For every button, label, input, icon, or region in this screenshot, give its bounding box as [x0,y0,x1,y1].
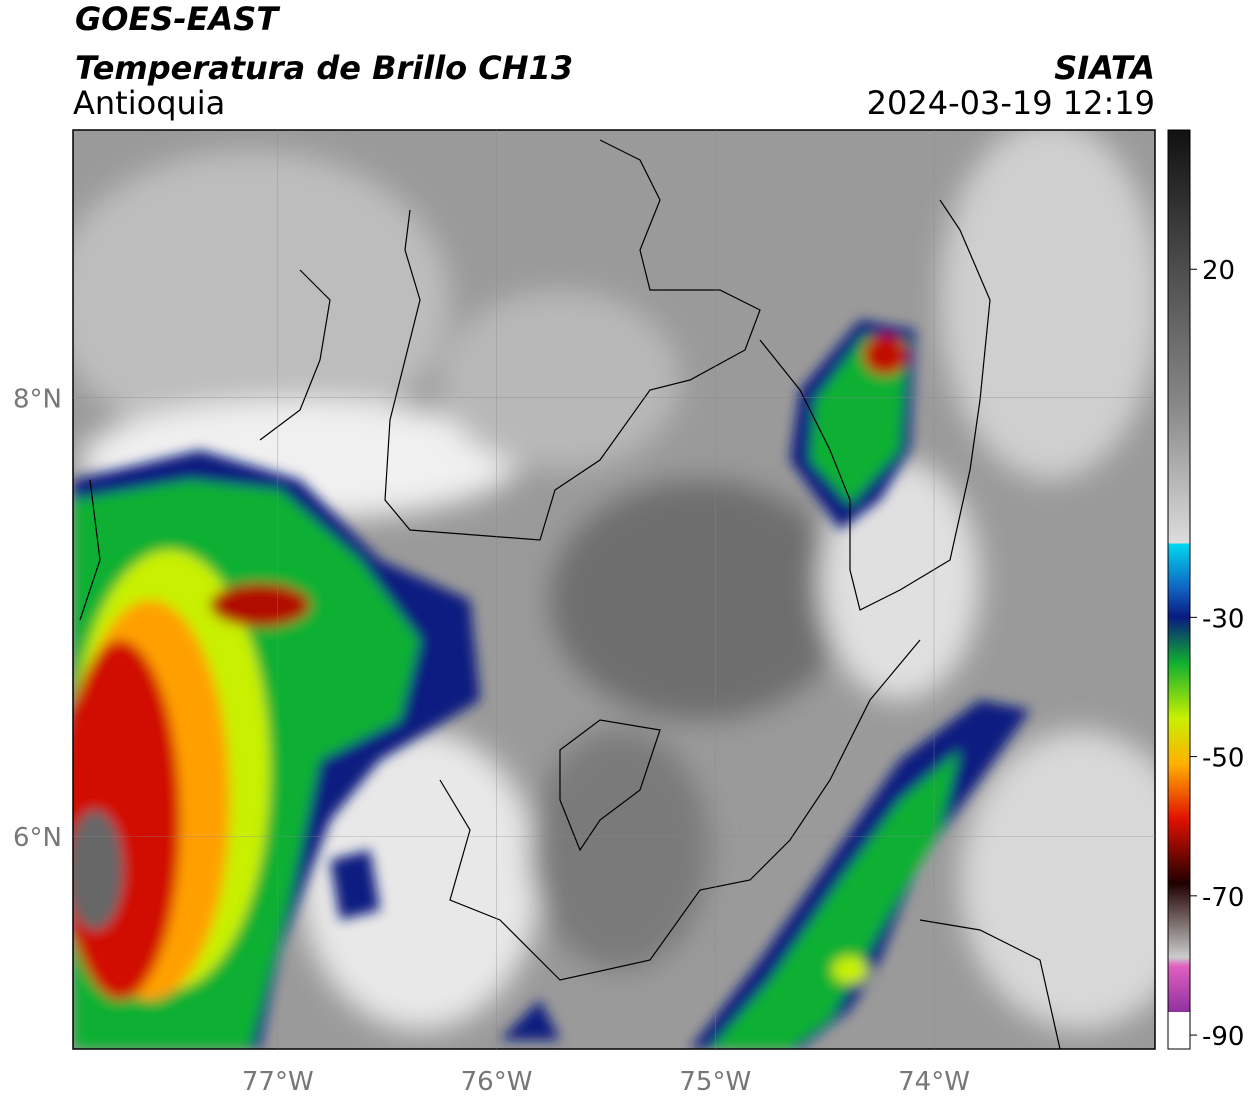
satellite-image [73,130,1155,1049]
datetime: 2024-03-19 12:19 [867,84,1155,122]
source: SIATA [1054,49,1155,87]
x-tick-label: 76°W [461,1067,533,1097]
x-tick-label: 74°W [898,1067,970,1097]
subtitle: Temperatura de Brillo CH13 [75,49,573,87]
x-tick-label: 75°W [679,1067,751,1097]
colorbar-tick-label: 20 [1202,256,1235,286]
colorbar-tick-label: -70 [1202,883,1244,913]
colorbar [1167,129,1191,1050]
y-tick-label: 6°N [13,823,62,853]
x-tick-label: 77°W [242,1067,314,1097]
map-frame [72,129,1156,1050]
colorbar-tick-label: -50 [1202,744,1244,774]
region: Antioquia [73,84,225,122]
colorbar-tick-label: -90 [1202,1022,1244,1052]
y-tick-label: 8°N [13,385,62,415]
colorbar-tick-label: -30 [1202,604,1244,634]
title: GOES-EAST [75,0,280,38]
